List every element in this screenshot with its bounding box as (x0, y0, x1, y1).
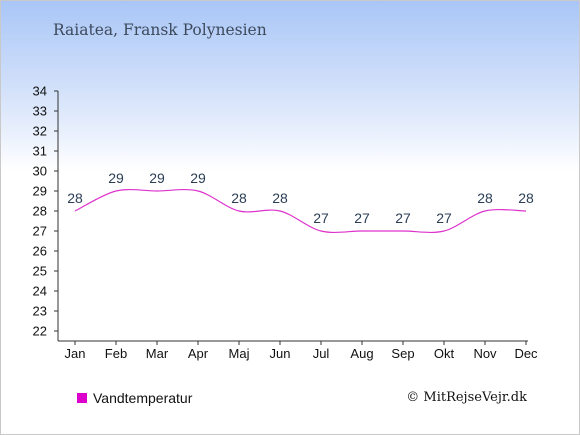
data-label: 28 (231, 190, 247, 206)
x-tick-label: Apr (188, 346, 209, 361)
x-tick-label: Jan (65, 346, 86, 361)
data-label: 29 (190, 170, 206, 186)
legend-label: Vandtemperatur (93, 390, 193, 406)
y-tick-label: 34 (33, 84, 47, 99)
y-tick-label: 26 (33, 244, 47, 259)
x-tick-label: Sep (391, 346, 414, 361)
data-label: 27 (354, 210, 370, 226)
data-label: 28 (477, 190, 493, 206)
y-tick-label: 27 (33, 224, 47, 239)
x-tick-label: Maj (229, 346, 250, 361)
x-tick-label: Dec (514, 346, 538, 361)
y-tick-label: 25 (33, 264, 47, 279)
y-tick-label: 22 (33, 324, 47, 339)
y-tick-label: 29 (33, 184, 47, 199)
data-label: 29 (108, 170, 124, 186)
x-tick-label: Aug (350, 346, 373, 361)
y-tick-label: 23 (33, 304, 47, 319)
data-label: 27 (436, 210, 452, 226)
x-tick-label: Jun (270, 346, 291, 361)
data-label: 29 (149, 170, 165, 186)
legend-swatch (77, 393, 87, 403)
x-tick-label: Nov (473, 346, 497, 361)
x-tick-label: Okt (434, 346, 455, 361)
y-tick-label: 24 (33, 284, 47, 299)
y-tick-label: 33 (33, 104, 47, 119)
data-label: 27 (395, 210, 411, 226)
legend: Vandtemperatur (77, 390, 192, 406)
credit-text: © MitRejseVejr.dk (406, 390, 527, 405)
y-tick-label: 32 (33, 124, 47, 139)
y-tick-label: 30 (33, 164, 47, 179)
x-tick-label: Jul (313, 346, 330, 361)
data-label: 28 (518, 190, 534, 206)
data-label: 28 (67, 190, 83, 206)
data-label: 28 (272, 190, 288, 206)
x-tick-label: Feb (105, 346, 127, 361)
data-label: 27 (313, 210, 329, 226)
chart-title: Raiatea, Fransk Polynesien (53, 21, 267, 39)
series-line (74, 188, 527, 234)
y-tick-label: 28 (33, 204, 47, 219)
y-tick-label: 31 (33, 144, 47, 159)
x-tick-label: Mar (146, 346, 169, 361)
